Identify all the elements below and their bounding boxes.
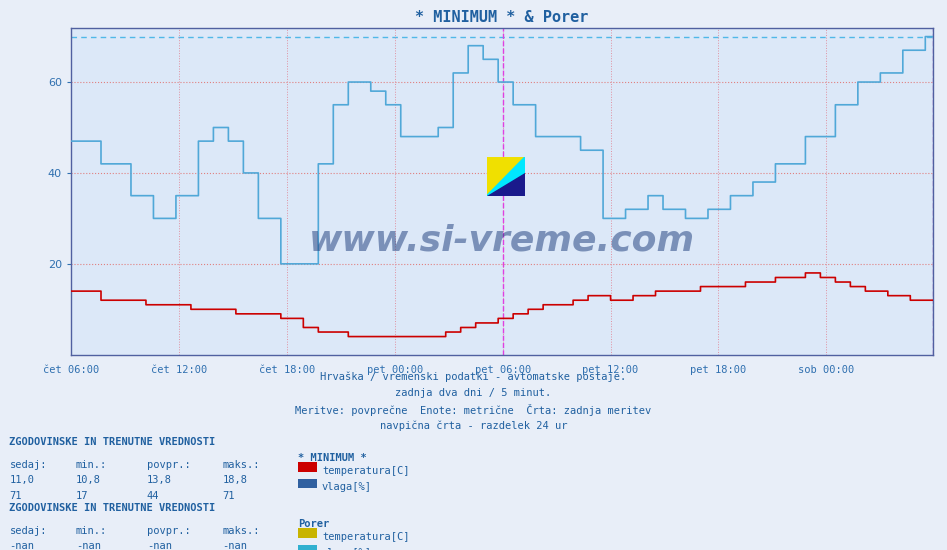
Text: vlaga[%]: vlaga[%] [322, 482, 372, 492]
Text: pet 00:00: pet 00:00 [366, 365, 423, 375]
Text: 10,8: 10,8 [76, 475, 100, 485]
Text: zadnja dva dni / 5 minut.: zadnja dva dni / 5 minut. [396, 388, 551, 398]
Text: 18,8: 18,8 [223, 475, 247, 485]
Text: www.si-vreme.com: www.si-vreme.com [309, 223, 695, 257]
Text: sedaj:: sedaj: [9, 460, 47, 470]
Text: pet 18:00: pet 18:00 [690, 365, 746, 375]
Text: čet 06:00: čet 06:00 [43, 365, 99, 375]
Text: pet 06:00: pet 06:00 [474, 365, 530, 375]
Text: čet 12:00: čet 12:00 [151, 365, 207, 375]
Text: Hrvaška / vremenski podatki - avtomatske postaje.: Hrvaška / vremenski podatki - avtomatske… [320, 371, 627, 382]
Text: ZGODOVINSKE IN TRENUTNE VREDNOSTI: ZGODOVINSKE IN TRENUTNE VREDNOSTI [9, 437, 216, 447]
Text: 71: 71 [223, 491, 235, 501]
Title: * MINIMUM * & Porer: * MINIMUM * & Porer [415, 10, 589, 25]
Text: min.:: min.: [76, 526, 107, 536]
Text: -nan: -nan [223, 541, 247, 550]
Polygon shape [487, 173, 525, 196]
Text: min.:: min.: [76, 460, 107, 470]
Text: * MINIMUM *: * MINIMUM * [298, 453, 367, 463]
Text: navpična črta - razdelek 24 ur: navpična črta - razdelek 24 ur [380, 421, 567, 431]
Text: čet 18:00: čet 18:00 [259, 365, 315, 375]
Text: -nan: -nan [76, 541, 100, 550]
Text: 13,8: 13,8 [147, 475, 171, 485]
Text: vlaga[%]: vlaga[%] [322, 548, 372, 550]
Text: Meritve: povprečne  Enote: metrične  Črta: zadnja meritev: Meritve: povprečne Enote: metrične Črta:… [295, 404, 652, 416]
Text: temperatura[C]: temperatura[C] [322, 532, 409, 542]
Text: 17: 17 [76, 491, 88, 501]
Text: 71: 71 [9, 491, 22, 501]
Text: 44: 44 [147, 491, 159, 501]
Polygon shape [487, 157, 525, 196]
Text: povpr.:: povpr.: [147, 460, 190, 470]
Polygon shape [487, 157, 525, 196]
Text: 11,0: 11,0 [9, 475, 34, 485]
Text: -nan: -nan [147, 541, 171, 550]
Text: povpr.:: povpr.: [147, 526, 190, 536]
Text: maks.:: maks.: [223, 526, 260, 536]
Text: -nan: -nan [9, 541, 34, 550]
Text: temperatura[C]: temperatura[C] [322, 466, 409, 476]
Text: sob 00:00: sob 00:00 [798, 365, 854, 375]
Text: pet 12:00: pet 12:00 [582, 365, 638, 375]
Text: sedaj:: sedaj: [9, 526, 47, 536]
Text: maks.:: maks.: [223, 460, 260, 470]
Text: Porer: Porer [298, 519, 330, 529]
Text: ZGODOVINSKE IN TRENUTNE VREDNOSTI: ZGODOVINSKE IN TRENUTNE VREDNOSTI [9, 503, 216, 513]
